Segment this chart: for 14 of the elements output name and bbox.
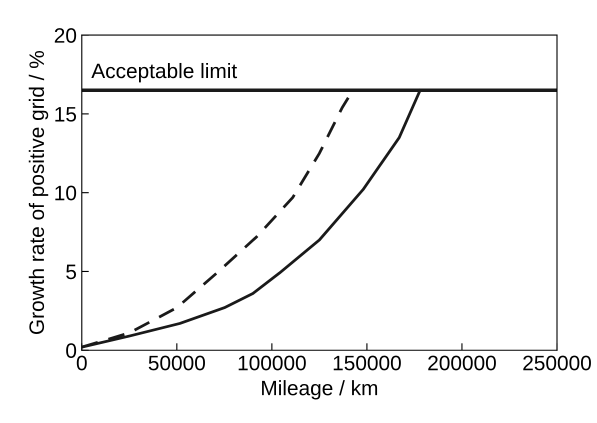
x-tick-label: 250000	[523, 356, 591, 370]
y-tick-label: 0	[66, 343, 76, 358]
y-axis-title: Growth rate of positive grid / %	[28, 50, 48, 334]
x-tick-label: 50000	[148, 356, 205, 370]
x-tick-label: 0	[76, 356, 87, 370]
y-tick-label: 15	[55, 107, 76, 122]
x-tick-label: 150000	[334, 356, 401, 370]
ref-line-label: Acceptable limit	[91, 62, 238, 82]
x-tick-label: 100000	[238, 356, 306, 370]
y-tick-label: 20	[54, 28, 76, 43]
x-tick-label: 200000	[428, 356, 496, 370]
x-axis-title: Mileage / km	[262, 380, 378, 400]
y-tick-label: 10	[55, 186, 76, 200]
y-tick-label: 5	[66, 264, 76, 280]
